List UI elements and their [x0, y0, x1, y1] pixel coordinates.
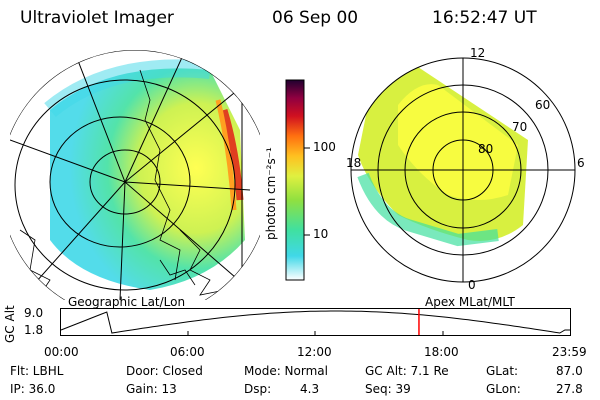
altitude-curve	[60, 310, 570, 334]
dsp-label: Dsp:	[244, 382, 272, 396]
geographic-map	[10, 50, 260, 300]
mlat-label-70: 70	[512, 120, 528, 134]
seq-info: Seq: 39	[365, 382, 411, 396]
glat-label: GLat:	[486, 364, 519, 378]
gain-info: Gain: 13	[126, 382, 177, 396]
mlat-label-60: 60	[535, 98, 551, 112]
dsp-value: 4.3	[300, 382, 320, 396]
mlt-label-6: 6	[577, 156, 585, 170]
instrument-title: Ultraviolet Imager	[20, 8, 174, 28]
emission-region	[50, 68, 245, 290]
timeline-xtick-2359: 23:59	[552, 345, 587, 359]
mlt-label-12: 12	[470, 46, 486, 60]
door-info: Door: Closed	[126, 364, 203, 378]
mlt-label-0: 0	[468, 278, 476, 292]
colorbar	[285, 79, 310, 281]
colorbar-tick-10: 10	[313, 227, 329, 241]
glat-value: 87.0	[556, 364, 583, 378]
geographic-caption: Geographic Lat/Lon	[68, 295, 186, 309]
apex-polar-map	[350, 57, 576, 283]
date-label: 06 Sep 00	[272, 8, 359, 28]
time-label: 16:52:47 UT	[432, 8, 537, 28]
orbit-timeline	[60, 308, 571, 336]
timeline-xtick-0600: 06:00	[170, 345, 205, 359]
timeline-xtick-0000: 00:00	[44, 345, 79, 359]
timeline-xtick-1200: 12:00	[297, 345, 332, 359]
gc-alt-info: GC Alt: 7.1 Re	[365, 364, 449, 378]
timeline-ytick-top: 9.0	[24, 306, 44, 320]
mlat-label-80: 80	[478, 142, 494, 156]
bright-limb	[220, 108, 244, 201]
lat-lon-grid	[10, 50, 260, 300]
colorbar-label: photon cm⁻²s⁻¹	[264, 147, 278, 240]
colorbar-tick-100: 100	[313, 140, 336, 154]
mlt-label-18: 18	[346, 156, 362, 170]
glon-label: GLon:	[486, 382, 521, 396]
timeline-xtick-1800: 18:00	[424, 345, 459, 359]
mode-info: Mode: Normal	[244, 364, 328, 378]
mlt-grid	[350, 57, 576, 283]
glon-value: 27.8	[556, 382, 583, 396]
timeline-ytick-bottom: 1.8	[24, 323, 44, 337]
filter-info: Flt: LBHL	[10, 364, 64, 378]
apex-caption: Apex MLat/MLT	[425, 295, 515, 309]
timeline-ylabel: GC Alt	[3, 305, 17, 343]
ip-info: IP: 36.0	[10, 382, 56, 396]
